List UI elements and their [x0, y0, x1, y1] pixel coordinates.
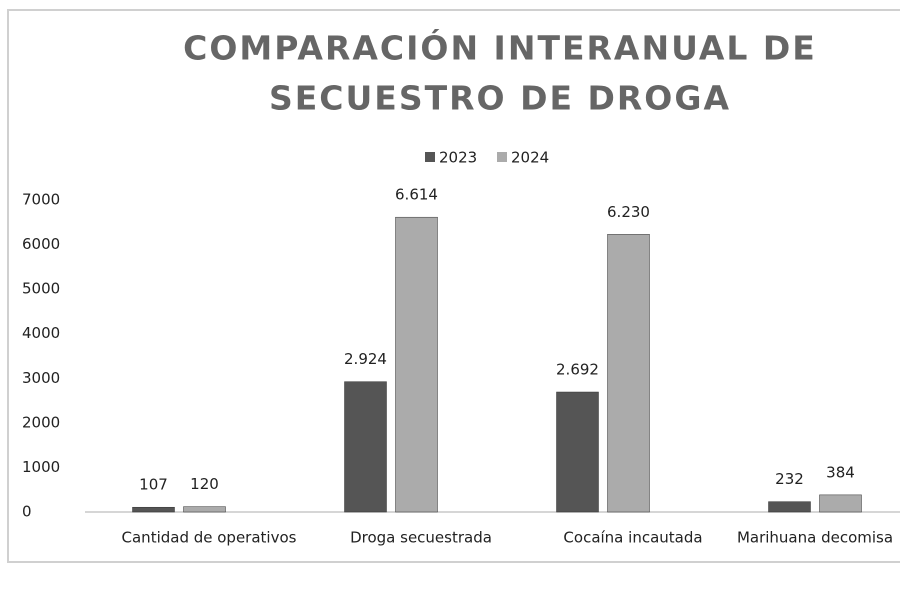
bar: [556, 391, 599, 513]
bar: [132, 506, 175, 513]
legend-swatch: [497, 152, 507, 162]
chart-title: COMPARACIÓN INTERANUAL DE: [183, 28, 817, 68]
chart-border: [7, 9, 900, 563]
x-tick-label: Marihuana decomisa: [737, 529, 893, 547]
value-label: 2.924: [344, 350, 387, 368]
legend-label: 2023: [439, 149, 477, 167]
x-tick-label: Cocaína incautada: [563, 529, 702, 547]
x-tick-label: Droga secuestrada: [350, 529, 492, 547]
y-tick-label: 6000: [22, 235, 60, 253]
y-tick-label: 3000: [22, 369, 60, 387]
y-tick-label: 4000: [22, 324, 60, 342]
bar: [344, 381, 387, 513]
bar: [395, 216, 438, 513]
x-tick-label: Cantidad de operativos: [122, 529, 297, 547]
value-label: 6.614: [395, 186, 438, 204]
value-label: 120: [190, 475, 219, 493]
y-tick-label: 7000: [22, 191, 60, 209]
chart-title: SECUESTRO DE DROGA: [269, 79, 731, 118]
value-label: 2.692: [556, 361, 599, 379]
bar: [768, 501, 811, 513]
y-tick-label: 0: [22, 503, 32, 521]
y-tick-label: 1000: [22, 458, 60, 476]
value-label: 107: [139, 476, 168, 494]
bar: [183, 506, 226, 513]
legend-swatch: [425, 152, 435, 162]
y-tick-label: 5000: [22, 280, 60, 298]
bar: [607, 234, 650, 513]
y-tick-label: 2000: [22, 413, 60, 431]
value-label: 384: [826, 463, 855, 481]
value-label: 232: [775, 470, 804, 488]
bar: [819, 494, 862, 513]
legend-label: 2024: [511, 149, 549, 167]
value-label: 6.230: [607, 203, 650, 221]
